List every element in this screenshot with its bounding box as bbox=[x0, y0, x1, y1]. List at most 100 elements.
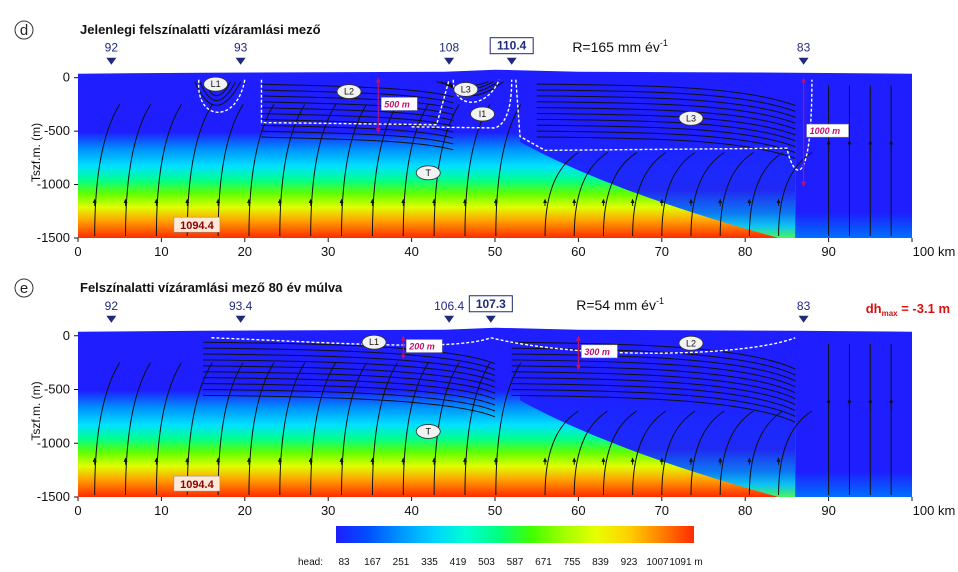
recharge-label: R=54 mm év-1 bbox=[576, 296, 664, 313]
surface-head-label: 107.3 bbox=[476, 297, 506, 311]
colorbar-tick-label: 335 bbox=[421, 557, 438, 568]
surface-head-label: 110.4 bbox=[497, 39, 527, 53]
x-tick-label: 60 bbox=[571, 244, 585, 259]
x-tick-label: 90 bbox=[821, 244, 835, 259]
x-tick-label: 50 bbox=[488, 503, 502, 518]
panel-letter: e bbox=[20, 280, 28, 297]
surface-head-label: 92 bbox=[105, 41, 119, 55]
panel-letter: d bbox=[20, 22, 28, 39]
x-tick-label: 0 bbox=[74, 503, 81, 518]
zone-label: L2 bbox=[686, 338, 696, 348]
recharge-label: R=165 mm év-1 bbox=[572, 38, 668, 55]
dh-max-label: dhmax = -3.1 m bbox=[866, 301, 950, 318]
y-tick-label: -500 bbox=[44, 382, 70, 397]
zone-label: T bbox=[426, 426, 432, 436]
x-tick-label: 50 bbox=[488, 244, 502, 259]
panel-letter-circle bbox=[14, 278, 34, 298]
zone-label: L3 bbox=[461, 84, 471, 94]
surface-head-label: 93.4 bbox=[229, 299, 253, 313]
surface-head-marker bbox=[444, 57, 455, 65]
y-tick-label: -500 bbox=[44, 123, 70, 138]
colorbar: head: 83 167 251 335 419 503 587 671 755 839 923 100… bbox=[298, 526, 703, 568]
x-tick-label: 60 bbox=[571, 503, 585, 518]
colorbar-tick-label: 755 bbox=[564, 557, 581, 568]
y-tick-label: -1000 bbox=[37, 177, 70, 192]
colorbar-tick-label: 419 bbox=[450, 557, 467, 568]
surface-head-label: 93 bbox=[234, 41, 248, 55]
x-tick-label: 80 bbox=[738, 503, 752, 518]
x-tick-label: 30 bbox=[321, 244, 335, 259]
surface-head-marker bbox=[798, 57, 809, 65]
surface-head-marker bbox=[106, 315, 117, 323]
zone-label: L3 bbox=[686, 113, 696, 123]
colorbar-tick-label: 671 bbox=[535, 557, 552, 568]
x-tick-label: 10 bbox=[154, 503, 168, 518]
surface-head-label: 92 bbox=[105, 299, 119, 313]
x-tick-label: 40 bbox=[404, 244, 418, 259]
panel-d: 0 10 20 30 40 50 60 70 80 90 100 km 0 -500 -1000 -1500… bbox=[14, 20, 955, 259]
zone-badge bbox=[415, 424, 441, 439]
zone-badge bbox=[361, 334, 387, 350]
boundary-lines bbox=[198, 79, 813, 171]
surface-head-marker bbox=[235, 315, 246, 323]
x-tick-label: 10 bbox=[154, 244, 168, 259]
x-tick-label: 40 bbox=[404, 503, 418, 518]
zone-badge bbox=[453, 82, 479, 97]
surface-head-marker bbox=[444, 315, 455, 323]
zone-badge bbox=[415, 165, 441, 181]
panel-title: Jelenlegi felszínalatti vízáramlási mező bbox=[80, 22, 321, 37]
colorbar-tick-label: 1091 m bbox=[669, 557, 702, 568]
colorbar-tick-label: 167 bbox=[364, 557, 381, 568]
x-tick-label: 90 bbox=[821, 503, 835, 518]
flow-lines bbox=[92, 81, 894, 237]
y-tick-label: 0 bbox=[63, 328, 70, 343]
y-tick-label: -1500 bbox=[37, 489, 70, 504]
surface-head-label: 106.4 bbox=[434, 299, 464, 313]
x-tick-label: 70 bbox=[655, 503, 669, 518]
zone-badge bbox=[470, 106, 495, 122]
zone-badge bbox=[678, 335, 704, 351]
zone-label: T bbox=[426, 168, 432, 178]
colorbar-strip bbox=[336, 526, 694, 543]
axes: 0 10 20 30 40 50 60 70 80 90 100 km 0 -500 -1000 -1500… bbox=[29, 70, 955, 259]
surface-head-marker bbox=[106, 57, 117, 65]
x-tick-label: 0 bbox=[74, 244, 81, 259]
y-axis-label: Tszf.m. (m) bbox=[29, 123, 43, 182]
zone-label: L2 bbox=[344, 87, 354, 97]
panel-e: 0 10 20 30 40 50 60 70 80 90 100 km 0 -500 -1000 -1500… bbox=[14, 278, 955, 518]
axes: 0 10 20 30 40 50 60 70 80 90 100 km 0 -500 -1000 -1500… bbox=[29, 328, 955, 518]
colorbar-tick-label: 503 bbox=[478, 557, 495, 568]
zone-badge bbox=[678, 110, 704, 126]
surface-head-marker bbox=[506, 57, 517, 65]
depth-marker-label: 300 m bbox=[584, 347, 610, 357]
surface-head-label: 108 bbox=[439, 41, 459, 55]
depth-marker-label: 200 m bbox=[408, 342, 435, 352]
x-tick-label: 70 bbox=[655, 244, 669, 259]
flow-lines bbox=[92, 341, 894, 496]
colorbar-tick-label: 1007 bbox=[646, 557, 669, 568]
depth-marker-label: 1000 m bbox=[810, 126, 841, 136]
x-tick-label: 80 bbox=[738, 244, 752, 259]
y-tick-label: 0 bbox=[63, 70, 70, 85]
y-tick-label: -1500 bbox=[37, 230, 70, 245]
colorbar-tick-label: 839 bbox=[592, 557, 609, 568]
colorbar-label: head: bbox=[298, 557, 323, 568]
zone-label: L1 bbox=[211, 79, 221, 89]
x-tick-label: 20 bbox=[238, 244, 252, 259]
colorbar-tick-label: 587 bbox=[507, 557, 524, 568]
zone-label: I1 bbox=[479, 109, 487, 119]
zone-badge bbox=[203, 76, 229, 92]
surface-head-label: 83 bbox=[797, 299, 811, 313]
x-tick-label: 20 bbox=[238, 503, 252, 518]
panel-letter-circle bbox=[14, 20, 34, 40]
surface-head-marker bbox=[235, 57, 246, 65]
x-tick-label: 30 bbox=[321, 503, 335, 518]
zone-badge bbox=[336, 84, 362, 99]
panel-title: Felszínalatti vízáramlási mező 80 év múl… bbox=[80, 280, 343, 295]
boundary-lines bbox=[211, 337, 796, 354]
colorbar-tick-label: 251 bbox=[393, 557, 410, 568]
depth-marker-label: 500 m bbox=[384, 99, 410, 109]
x-tick-label: 100 km bbox=[913, 244, 956, 259]
deep-head-label: 1094.4 bbox=[180, 479, 215, 491]
